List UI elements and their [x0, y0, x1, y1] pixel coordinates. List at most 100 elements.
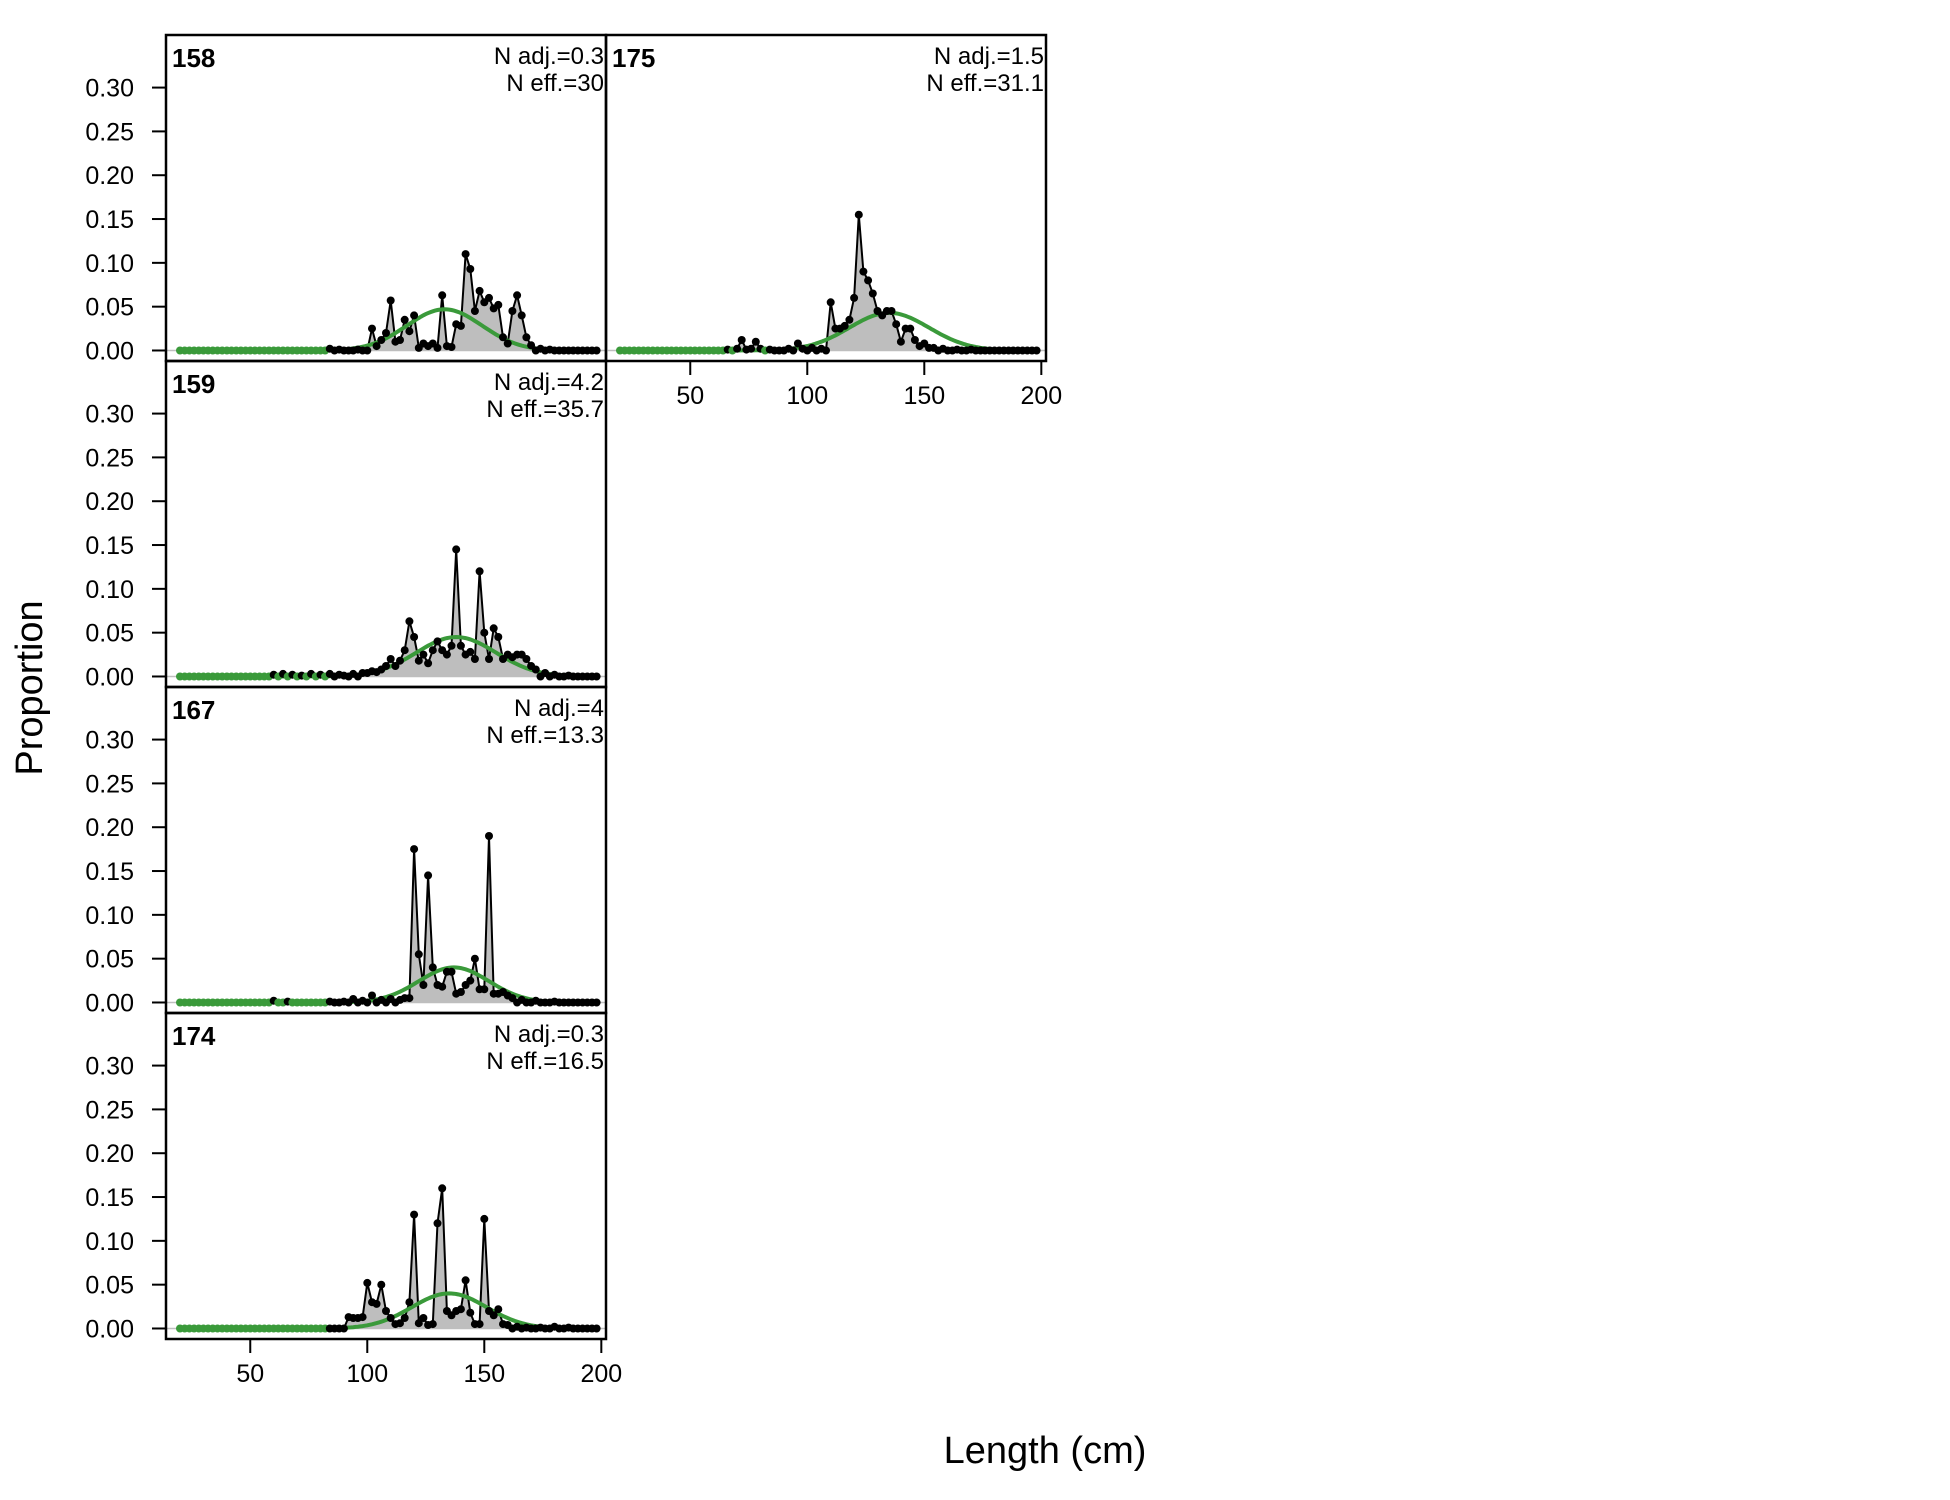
observed-point — [906, 324, 915, 333]
observed-point — [480, 1214, 489, 1223]
observed-point — [400, 315, 409, 324]
panel-label: 174 — [172, 1021, 216, 1051]
n-eff-label: N eff.=16.5 — [486, 1048, 604, 1075]
x-tick-label: 100 — [786, 382, 828, 410]
y-tick-label: 0.05 — [85, 294, 134, 322]
y-tick-label: 0.10 — [85, 250, 134, 278]
panel-frame — [164, 1011, 608, 1341]
observed-point — [386, 655, 395, 663]
observed-point — [424, 871, 433, 880]
observed-point — [475, 567, 484, 576]
observed-point — [396, 656, 404, 665]
panel-frame — [604, 33, 1048, 363]
n-eff-label: N eff.=30 — [506, 70, 604, 97]
y-tick-label: 0.15 — [85, 206, 134, 234]
n-eff-label: N eff.=35.7 — [486, 396, 604, 423]
x-tick-label: 50 — [236, 1360, 264, 1388]
observed-point — [405, 994, 414, 1003]
observed-point — [494, 633, 503, 641]
x-tick-label: 150 — [903, 382, 945, 410]
observed-point — [854, 210, 863, 219]
y-tick-label: 0.25 — [85, 1096, 134, 1124]
observed-point — [405, 1298, 414, 1307]
observed-point — [428, 646, 437, 655]
y-tick-label: 0.10 — [85, 576, 134, 604]
y-tick-label: 0.30 — [85, 75, 134, 103]
observed-point — [733, 344, 742, 353]
observed-point — [592, 998, 601, 1007]
panel-167: 167 N adj.=4N eff.=13.3 0.00 0.05 0.10 0.15 0.… — [85, 685, 608, 1017]
observed-point — [339, 1324, 348, 1333]
observed-point — [382, 329, 390, 337]
observed-line — [180, 1188, 597, 1330]
observed-point — [470, 655, 479, 663]
observed-point — [1032, 346, 1041, 355]
observed-point — [386, 296, 395, 305]
observed-point — [382, 1307, 390, 1315]
n-adj-label: N adj.=1.5 — [934, 43, 1044, 70]
observed-point — [452, 545, 461, 554]
y-tick-label: 0.20 — [85, 1140, 134, 1168]
x-tick-label: 50 — [676, 382, 704, 410]
observed-point — [414, 656, 423, 665]
y-tick-label: 0.20 — [85, 488, 134, 516]
observed-point — [400, 1314, 409, 1322]
observed-point — [358, 1313, 367, 1322]
y-tick-label: 0.25 — [85, 118, 134, 146]
observed-line — [620, 214, 1037, 352]
observed-point — [499, 333, 507, 342]
observed-point — [470, 307, 479, 315]
observed-point — [910, 336, 919, 344]
observed-point — [419, 981, 428, 989]
panel-174: 174 N adj.=0.3N eff.=16.5 0.00 0.05 0.10 0.15… — [85, 1011, 622, 1388]
observed-point — [480, 628, 489, 637]
observed-point — [485, 832, 493, 840]
observed-area — [180, 549, 597, 677]
observed-point — [410, 1210, 419, 1219]
observed-point — [419, 1314, 428, 1322]
observed-point — [522, 655, 531, 663]
observed-point — [433, 637, 442, 646]
observed-point — [859, 267, 868, 276]
observed-point — [480, 985, 489, 994]
n-eff-label: N eff.=31.1 — [926, 70, 1044, 97]
observed-point — [475, 286, 484, 295]
observed-point — [793, 339, 802, 348]
observed-point — [887, 307, 896, 315]
panel-label: 158 — [172, 43, 215, 73]
observed-point — [433, 343, 442, 352]
observed-point — [845, 315, 854, 324]
observed-area — [180, 1188, 597, 1329]
observed-point — [396, 1319, 404, 1328]
observed-point — [892, 320, 901, 329]
observed-point — [438, 291, 447, 300]
observed-point — [737, 336, 746, 344]
observed-point — [447, 641, 456, 650]
observed-point — [438, 1184, 447, 1193]
y-tick-label: 0.15 — [85, 858, 134, 886]
observed-point — [414, 950, 423, 959]
y-tick-label: 0.00 — [85, 663, 134, 691]
panel-label: 175 — [612, 43, 655, 73]
observed-point — [400, 646, 409, 655]
observed-point — [363, 1278, 372, 1287]
y-tick-label: 0.05 — [85, 946, 134, 974]
observed-point — [396, 336, 404, 344]
observed-point — [456, 641, 465, 650]
observed-point — [513, 291, 522, 300]
observed-point — [517, 311, 526, 320]
y-tick-label: 0.25 — [85, 444, 134, 472]
observed-point — [414, 1319, 423, 1328]
observed-point — [456, 988, 465, 996]
y-tick-label: 0.00 — [85, 989, 134, 1017]
y-tick-label: 0.20 — [85, 814, 134, 842]
x-tick-label: 150 — [463, 1360, 505, 1388]
observed-point — [494, 1305, 503, 1314]
observed-point — [531, 665, 540, 674]
observed-point — [896, 337, 905, 346]
x-tick-label: 200 — [1020, 382, 1062, 410]
observed-point — [485, 293, 493, 302]
observed-point — [508, 307, 517, 315]
observed-point — [461, 1276, 470, 1285]
